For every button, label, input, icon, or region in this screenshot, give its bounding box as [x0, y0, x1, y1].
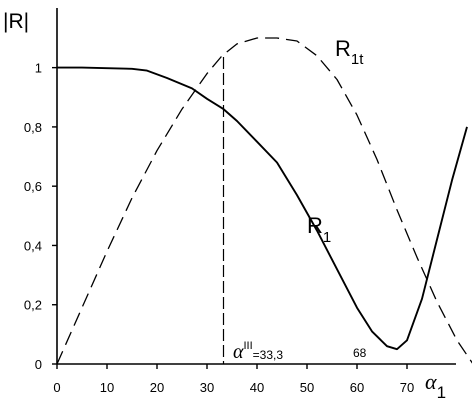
series-r1-line — [57, 66, 468, 351]
x-tick-label: 50 — [300, 380, 314, 395]
y-tick-label: 0,8 — [24, 120, 42, 135]
y-tick-label: 0,4 — [24, 238, 42, 253]
y-axis-label: |R| — [3, 10, 29, 33]
y-tick-label: 0,2 — [24, 298, 42, 313]
x-axis-label-symbol: α — [425, 369, 437, 394]
series-label-r1-subscript: 1 — [323, 229, 331, 246]
x-tick-label: 40 — [250, 380, 264, 395]
series-label-r1t-main: R — [335, 36, 351, 61]
y-tick-label: 1 — [35, 61, 42, 76]
y-ticks: 0 0,2 0,4 0,6 0,8 1 — [24, 61, 57, 372]
x-tick-label: 0 — [53, 380, 60, 395]
x-tick-label: 10 — [100, 380, 114, 395]
alpha-iii-value: =33,3 — [253, 348, 284, 362]
x-tick-label: 30 — [200, 380, 214, 395]
alpha-iii-symbol: α — [233, 341, 244, 363]
y-tick-label: 0 — [35, 357, 42, 372]
axes-group — [56, 8, 456, 365]
series-label-r1-main: R — [307, 213, 323, 238]
x-tick-label: 70 — [400, 380, 414, 395]
alpha-iii-annotation: αIII=33,3 — [233, 340, 283, 363]
minimum-label: 68 — [353, 346, 367, 360]
series-r1t-line — [56, 37, 472, 365]
alpha-iii-superscript: III — [244, 340, 253, 352]
series-group — [56, 37, 472, 365]
x-ticks: 0 10 20 30 40 50 60 70 — [53, 364, 414, 395]
series-label-r1t: R1t — [335, 36, 364, 68]
x-axis-label: α1 — [425, 369, 446, 402]
y-tick-label: 0,6 — [24, 179, 42, 194]
x-axis-label-subscript: 1 — [437, 383, 446, 402]
x-tick-label: 20 — [150, 380, 164, 395]
x-tick-label: 60 — [350, 380, 364, 395]
series-label-r1: R1 — [307, 213, 331, 246]
series-label-r1t-subscript: 1t — [351, 51, 364, 68]
